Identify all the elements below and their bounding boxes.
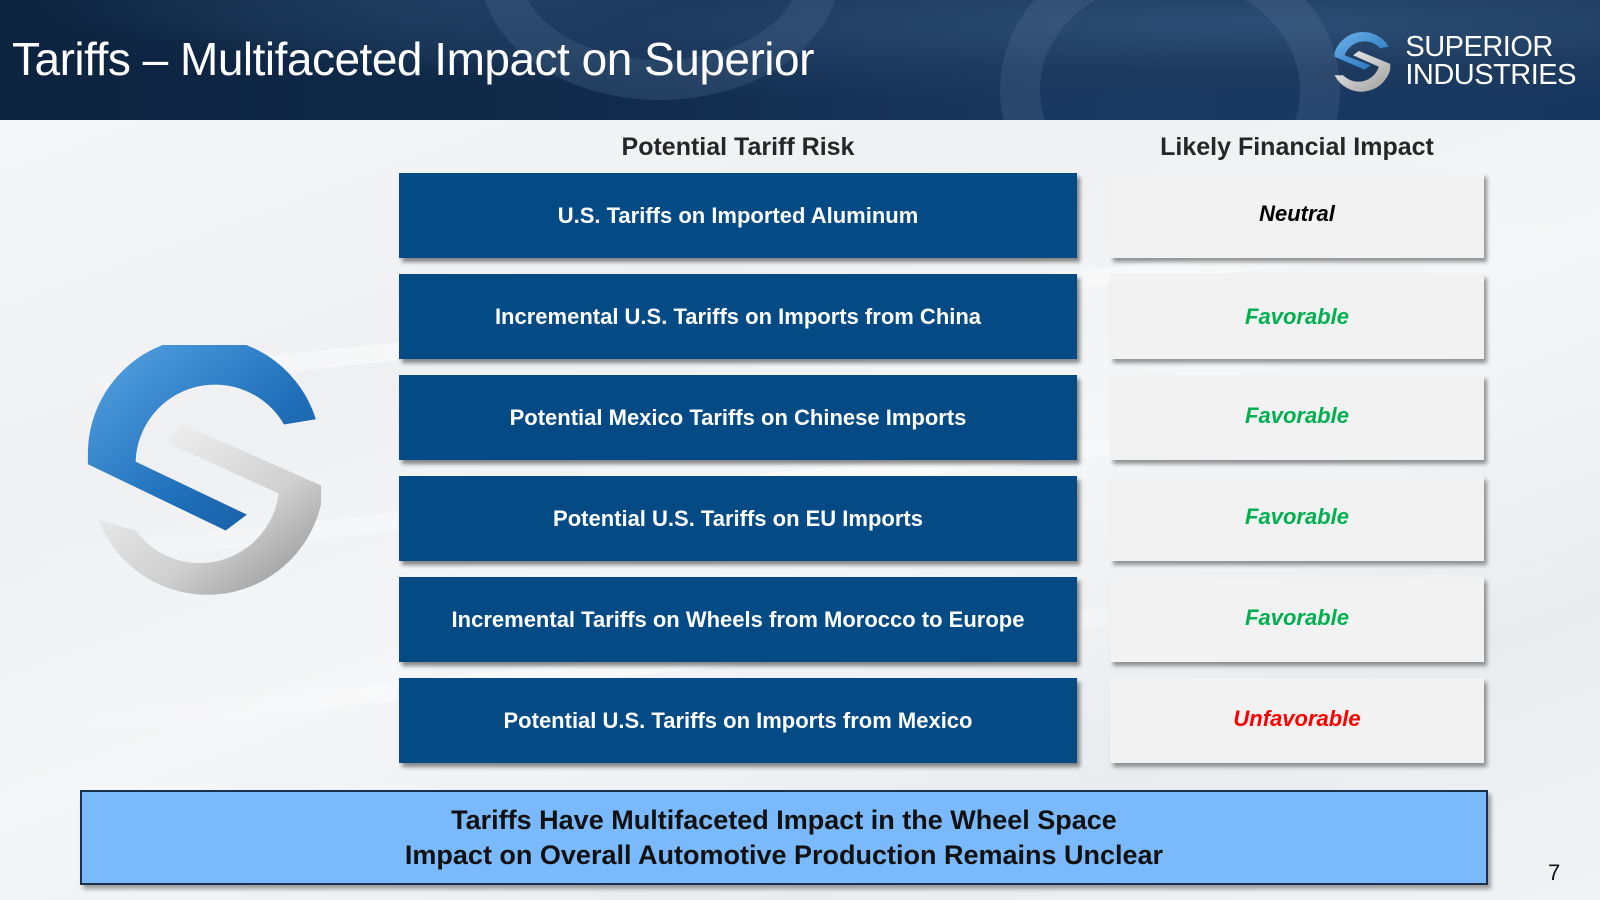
callout-line-2: Impact on Overall Automotive Production … bbox=[404, 839, 1164, 870]
tariff-risk-box: Potential U.S. Tariffs on EU Imports bbox=[399, 476, 1077, 561]
background-wheel-graphic bbox=[1000, 0, 1340, 120]
callout-line-1: Tariffs Have Multifaceted Impact in the … bbox=[451, 804, 1117, 835]
brand-line-1: SUPERIOR bbox=[1405, 31, 1553, 63]
impact-box-favorable: Favorable bbox=[1110, 375, 1484, 460]
tariff-risk-box: Potential U.S. Tariffs on Imports from M… bbox=[399, 678, 1077, 763]
column-header-tariff-risk: Potential Tariff Risk bbox=[621, 133, 855, 161]
brand-wordmark: SUPERIOR INDUSTRIES bbox=[1405, 31, 1576, 91]
tariff-risk-box: U.S. Tariffs on Imported Aluminum bbox=[399, 173, 1077, 258]
impact-box-favorable: Favorable bbox=[1110, 274, 1484, 359]
page-number: 7 bbox=[1548, 860, 1561, 885]
slide-title: Tariffs – Multifaceted Impact on Superio… bbox=[12, 33, 814, 85]
tariff-risk-box: Potential Mexico Tariffs on Chinese Impo… bbox=[399, 375, 1077, 460]
tariff-risk-box: Incremental Tariffs on Wheels from Moroc… bbox=[399, 577, 1077, 662]
superior-s-logo-large-icon bbox=[87, 345, 322, 595]
impact-box-unfavorable: Unfavorable bbox=[1110, 678, 1484, 763]
brand-line-2: INDUSTRIES bbox=[1405, 59, 1576, 91]
tariff-risk-box: Incremental U.S. Tariffs on Imports from… bbox=[399, 274, 1077, 359]
summary-callout-box: Tariffs Have Multifaceted Impact in the … bbox=[80, 790, 1488, 885]
slide-header: Tariffs – Multifaceted Impact on Superio… bbox=[0, 0, 1600, 120]
impact-box-favorable: Favorable bbox=[1110, 476, 1484, 561]
brand-logo-lockup: SUPERIOR INDUSTRIES bbox=[1326, 26, 1576, 96]
column-header-financial-impact: Likely Financial Impact bbox=[1160, 133, 1434, 161]
superior-s-logo-icon bbox=[1334, 31, 1391, 92]
impact-box-favorable: Favorable bbox=[1110, 577, 1484, 662]
impact-box-neutral: Neutral bbox=[1110, 173, 1484, 258]
